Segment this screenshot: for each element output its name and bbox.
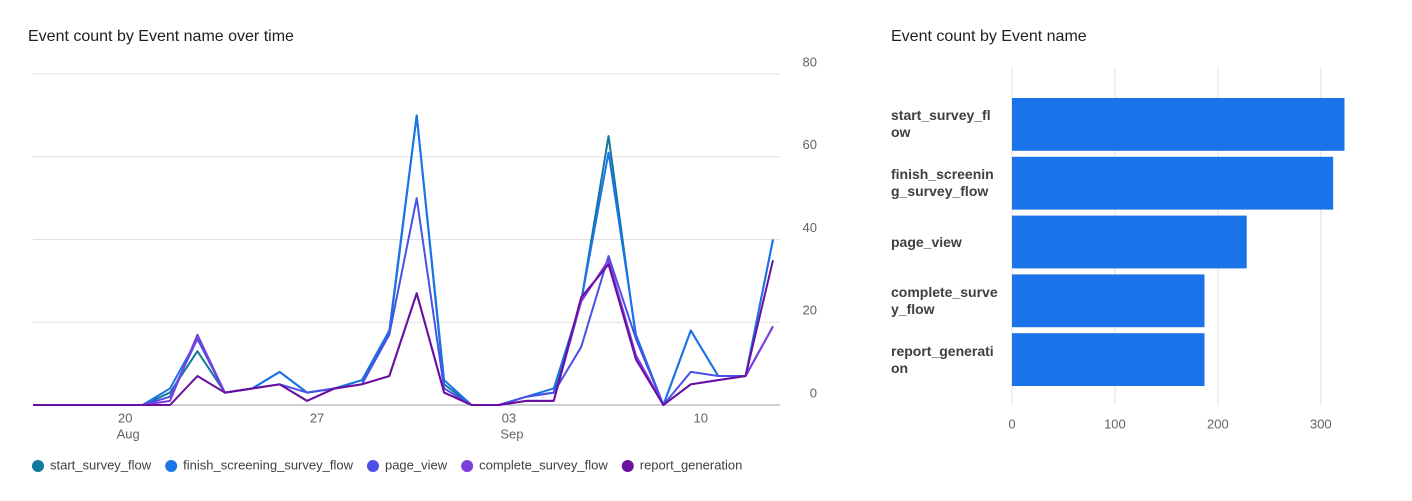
legend-swatch [32,460,44,472]
y-tick-label: finish_screening_survey_flow [891,166,994,200]
y-tick-label: 20 [803,303,817,318]
series-line [33,197,774,406]
series-line [33,259,774,406]
y-tick-label: start_survey_flow [891,107,991,141]
bar [1012,156,1334,210]
y-tick-label: report_generation [891,342,994,376]
legend-label: complete_survey_flow [479,457,608,472]
x-tick-label: 10 [694,410,708,425]
legend-swatch [621,460,634,472]
y-tick-label: 60 [803,137,817,152]
y-tick-label: complete_survey_flow [891,283,998,317]
legend-swatch [366,460,379,472]
chart-title: Event count by Event name [891,28,1087,45]
x-tick-sublabel: Sep [500,426,523,441]
series-line [33,114,774,406]
x-tick-label: 20 [118,410,132,425]
legend-label: finish_screening_survey_flow [183,457,353,472]
y-tick-label: page_view [891,233,962,250]
x-tick-sublabel: Aug [117,426,140,441]
bar [1012,215,1247,269]
series-line [33,114,774,406]
y-tick-label: 0 [810,385,817,400]
legend-label: report_generation [640,457,743,472]
bar [1012,333,1205,386]
legend-label: page_view [385,457,448,472]
y-tick-label: 80 [803,54,817,69]
x-tick-label: 27 [310,410,324,425]
legend-label: start_survey_flow [50,457,152,472]
bar [1012,98,1345,151]
x-tick-label: 300 [1310,416,1332,431]
x-tick-label: 0 [1008,416,1015,431]
chart-title: Event count by Event name over time [28,28,294,45]
x-tick-label: 100 [1104,416,1126,431]
x-tick-label: 03 [502,410,516,425]
y-tick-label: 40 [803,220,817,235]
legend-swatch [461,460,474,472]
x-tick-label: 200 [1207,416,1229,431]
bar [1012,274,1205,328]
legend-swatch [165,460,178,472]
